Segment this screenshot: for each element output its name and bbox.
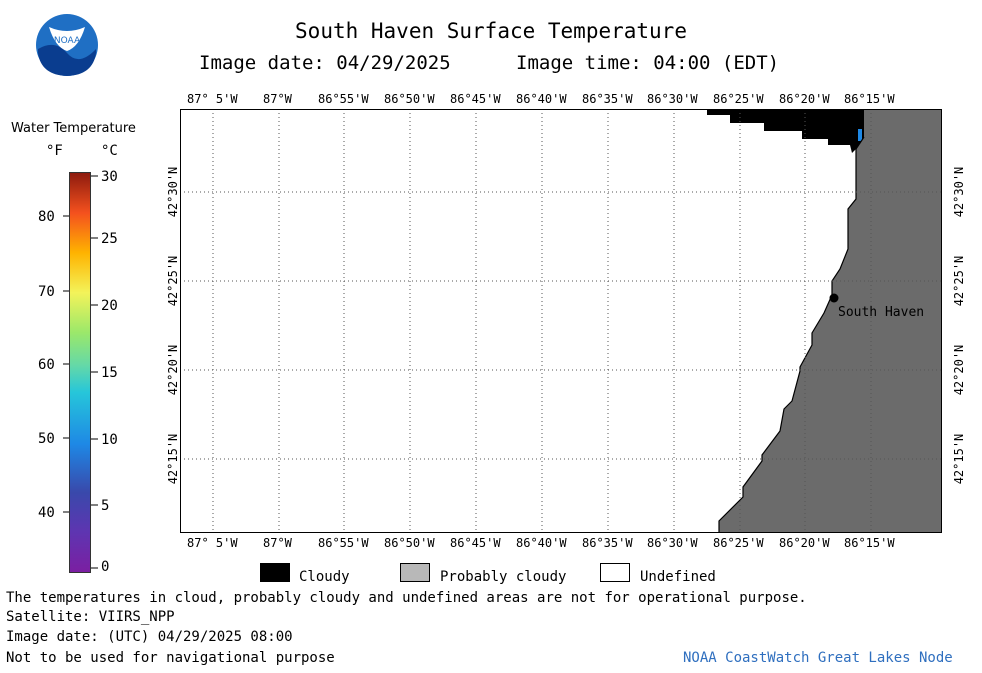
f-tick: 50 [38,431,55,447]
lon-tick-bottom: 86°40'W [516,536,567,550]
colorbar-tick-marks [63,175,98,569]
legend-swatch-cloudy [260,563,290,582]
c-tick: 30 [101,169,118,185]
lat-tick-left: 42°15'N [166,433,180,485]
c-tick: 5 [101,498,110,514]
lon-tick-bottom: 87° 5'W [187,536,238,550]
footer-note: The temperatures in cloud, probably clou… [6,590,807,606]
lat-tick-right: 42°20'N [952,344,966,396]
c-tick: 0 [101,559,110,575]
footer-nav-warning: Not to be used for navigational purpose [6,650,335,666]
land-area [719,109,942,533]
c-tick: 10 [101,432,118,448]
lon-tick-top: 87° 5'W [187,92,238,106]
lon-tick-bottom: 86°35'W [582,536,633,550]
cloud-area [707,109,864,153]
image-date: Image date: 04/29/2025 [199,52,451,74]
lon-tick-bottom: 86°30'W [647,536,698,550]
footer-utc-date: Image date: (UTC) 04/29/2025 08:00 [6,629,293,645]
lon-tick-top: 86°30'W [647,92,698,106]
lon-tick-top: 86°50'W [384,92,435,106]
lat-tick-left: 42°25'N [166,255,180,307]
lon-tick-bottom: 86°55'W [318,536,369,550]
legend-swatch-probably-cloudy [400,563,430,582]
lat-tick-right: 42°25'N [952,255,966,307]
f-tick: 80 [38,209,55,225]
image-time: Image time: 04:00 (EDT) [516,52,780,74]
c-tick: 25 [101,231,118,247]
unit-f: °F [46,143,63,159]
lat-tick-right: 42°30'N [952,166,966,218]
lat-tick-left: 42°20'N [166,344,180,396]
lon-tick-bottom: 86°45'W [450,536,501,550]
lon-tick-top: 86°45'W [450,92,501,106]
lon-tick-bottom: 86°25'W [713,536,764,550]
lat-tick-left: 42°30'N [166,166,180,218]
page-title: South Haven Surface Temperature [295,19,687,43]
coastline [718,136,865,533]
lon-tick-top: 86°55'W [318,92,369,106]
lon-tick-top: 86°40'W [516,92,567,106]
warm-water-pixel [858,129,862,141]
c-tick: 15 [101,365,118,381]
lon-tick-bottom: 86°50'W [384,536,435,550]
noaa-logo-icon: NOAA [36,14,98,76]
legend-swatch-undefined [600,563,630,582]
legend-label-cloudy: Cloudy [299,569,350,585]
lon-tick-top: 86°25'W [713,92,764,106]
lon-tick-top: 87°W [263,92,292,106]
noaa-logo: NOAA [35,13,99,77]
lon-tick-top: 86°35'W [582,92,633,106]
legend-label-undefined: Undefined [640,569,716,585]
unit-c: °C [101,143,118,159]
lon-tick-bottom: 87°W [263,536,292,550]
lon-tick-top: 86°15'W [844,92,895,106]
c-tick: 20 [101,298,118,314]
lon-tick-bottom: 86°20'W [779,536,830,550]
colorbar-title: Water Temperature [11,121,136,136]
legend-label-probably-cloudy: Probably cloudy [440,569,567,585]
lat-tick-right: 42°15'N [952,433,966,485]
map-frame [180,109,942,533]
temperature-map: South Haven [180,109,942,533]
graticule [180,109,942,533]
lon-tick-bottom: 86°15'W [844,536,895,550]
noaa-logo-text: NOAA [54,36,81,46]
south-haven-marker [829,293,839,303]
footer-credit: NOAA CoastWatch Great Lakes Node [683,650,953,666]
footer-satellite: Satellite: VIIRS_NPP [6,609,175,625]
south-haven-label: South Haven [838,305,924,320]
f-tick: 60 [38,357,55,373]
lon-tick-top: 86°20'W [779,92,830,106]
temperature-colorbar [69,172,91,573]
f-tick: 70 [38,284,55,300]
f-tick: 40 [38,505,55,521]
